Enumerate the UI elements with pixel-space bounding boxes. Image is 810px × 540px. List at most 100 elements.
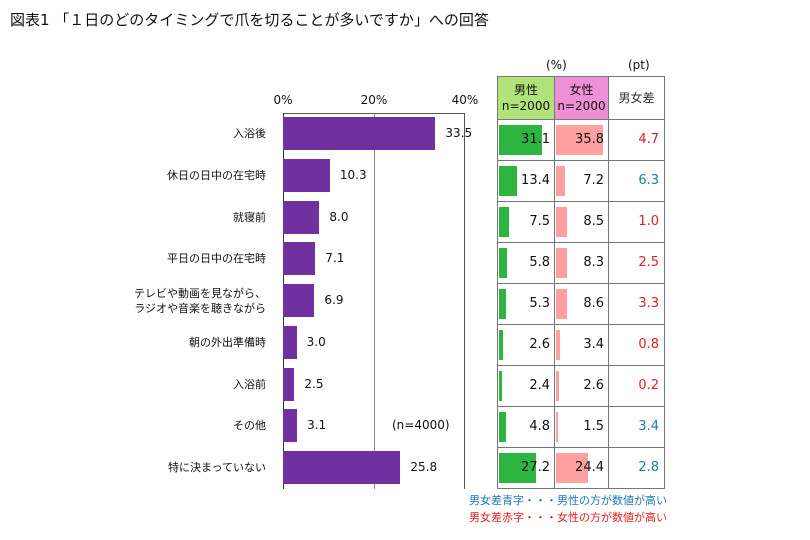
female-cell-bar xyxy=(556,412,558,442)
table-row: 4.8 1.5 3.4 xyxy=(497,406,665,448)
male-cell-value: 4.8 xyxy=(529,419,550,434)
female-cell-value: 8.5 xyxy=(583,214,604,229)
female-cell-bar xyxy=(556,453,588,483)
diff-cell: 0.2 xyxy=(608,365,665,407)
male-cell-bar xyxy=(499,412,506,442)
diff-cell-value: 1.0 xyxy=(638,214,659,229)
bar-value-label: 6.9 xyxy=(324,293,344,308)
category-label-line: 入浴前 xyxy=(233,377,266,391)
female-cell-value: 24.4 xyxy=(575,460,604,475)
table-row: 31.1 35.8 4.7 xyxy=(497,119,665,161)
male-cell: 31.1 xyxy=(497,119,555,161)
bar xyxy=(283,450,401,484)
male-cell-value: 31.1 xyxy=(521,132,550,147)
category-label: 平日の日中の在宅時 xyxy=(96,251,266,266)
male-cell-value: 5.3 xyxy=(529,296,550,311)
diff-cell: 3.3 xyxy=(608,283,665,325)
bar-value-label: 33.5 xyxy=(445,126,473,141)
female-cell-bar xyxy=(556,207,568,237)
male-cell-value: 2.4 xyxy=(529,378,550,393)
male-cell: 2.4 xyxy=(497,365,555,407)
bar-value-label: 7.1 xyxy=(325,251,345,266)
bar-value-label: 25.8 xyxy=(410,459,438,474)
female-cell: 2.6 xyxy=(554,365,609,407)
legend-red-note: 男女差赤字・・・女性の方が数値が高い xyxy=(469,511,667,524)
female-cell: 8.6 xyxy=(554,283,609,325)
bar-value-label: 2.5 xyxy=(304,376,324,391)
x-tick-20: 20% xyxy=(360,93,388,107)
diff-cell-value: 4.7 xyxy=(638,132,659,147)
diff-cell: 0.8 xyxy=(608,324,665,366)
female-cell-value: 2.6 xyxy=(583,378,604,393)
female-cell-value: 8.3 xyxy=(583,255,604,270)
category-label: 特に決まっていない xyxy=(96,460,266,475)
female-header-label: 女性 xyxy=(569,83,594,97)
table-row: 5.8 8.3 2.5 xyxy=(497,242,665,284)
bar xyxy=(283,325,297,359)
female-cell: 7.2 xyxy=(554,160,609,202)
diff-cell-value: 3.3 xyxy=(638,296,659,311)
diff-cell-value: 0.2 xyxy=(638,378,659,393)
female-cell-bar xyxy=(556,166,566,196)
x-tick-0: 0% xyxy=(273,93,293,107)
male-cell-value: 7.5 xyxy=(529,214,550,229)
female-cell-value: 1.5 xyxy=(583,419,604,434)
table-row: 13.4 7.2 6.3 xyxy=(497,160,665,202)
female-cell-bar xyxy=(556,248,567,278)
male-cell: 4.8 xyxy=(497,406,555,448)
female-header: 女性 n=2000 xyxy=(554,76,609,120)
category-label-line: 平日の日中の在宅時 xyxy=(167,252,266,266)
category-label: その他 xyxy=(96,418,266,433)
female-cell-value: 3.4 xyxy=(583,337,604,352)
female-cell-bar xyxy=(556,125,603,155)
table-row: 7.5 8.5 1.0 xyxy=(497,201,665,243)
chart-title: 図表1 「１日のどのタイミングで爪を切ることが多いですか」への回答 xyxy=(10,11,489,29)
male-cell-value: 13.4 xyxy=(521,173,550,188)
diff-cell-value: 6.3 xyxy=(638,173,659,188)
male-header: 男性 n=2000 xyxy=(497,76,555,120)
diff-cell-value: 3.4 xyxy=(638,419,659,434)
table-row: 2.6 3.4 0.8 xyxy=(497,324,665,366)
female-cell: 35.8 xyxy=(554,119,609,161)
diff-cell: 6.3 xyxy=(608,160,665,202)
female-cell-bar xyxy=(556,330,561,360)
category-label-line: 朝の外出準備時 xyxy=(189,335,266,349)
category-label-line: 入浴後 xyxy=(233,127,266,141)
category-label: 朝の外出準備時 xyxy=(96,335,266,350)
female-cell: 1.5 xyxy=(554,406,609,448)
diff-cell-value: 2.8 xyxy=(638,460,659,475)
point-unit-label: (pt) xyxy=(628,58,650,72)
male-cell-value: 2.6 xyxy=(529,337,550,352)
female-cell: 3.4 xyxy=(554,324,609,366)
gridline-20 xyxy=(374,113,375,489)
gender-comparison-table: 男性 n=2000 女性 n=2000 男女差 31.1 35.8 4.7 13.4 7… xyxy=(497,76,665,489)
bar xyxy=(283,242,316,276)
legend-blue-note: 男女差青字・・・男性の方が数値が高い xyxy=(469,494,667,507)
category-label: 入浴後 xyxy=(96,126,266,141)
category-label-line: ラジオや音楽を聴きながら xyxy=(134,301,266,315)
male-cell-bar xyxy=(499,289,507,319)
bar-value-label: 8.0 xyxy=(329,209,349,224)
category-label: 就寝前 xyxy=(96,210,266,225)
male-cell: 13.4 xyxy=(497,160,555,202)
female-cell-value: 35.8 xyxy=(575,132,604,147)
bar xyxy=(283,284,315,318)
male-cell-bar xyxy=(499,330,503,360)
male-cell-bar xyxy=(499,125,542,155)
male-cell: 2.6 xyxy=(497,324,555,366)
table-row: 5.3 8.6 3.3 xyxy=(497,283,665,325)
male-sample-size: n=2000 xyxy=(501,99,551,113)
table-header-row: 男性 n=2000 女性 n=2000 男女差 xyxy=(497,76,665,120)
male-cell-bar xyxy=(499,166,518,196)
percent-unit-label: (%) xyxy=(546,58,567,72)
diff-header: 男女差 xyxy=(608,76,665,120)
female-cell: 8.3 xyxy=(554,242,609,284)
bar xyxy=(283,200,320,234)
category-label: テレビや動画を見ながら、 ラジオや音楽を聴きながら xyxy=(96,286,266,316)
female-cell: 8.5 xyxy=(554,201,609,243)
male-cell-bar xyxy=(499,453,537,483)
diff-cell: 1.0 xyxy=(608,201,665,243)
bar-value-label: 3.1 xyxy=(307,418,327,433)
category-label-line: 特に決まっていない xyxy=(167,460,266,474)
female-cell-bar xyxy=(556,371,560,401)
